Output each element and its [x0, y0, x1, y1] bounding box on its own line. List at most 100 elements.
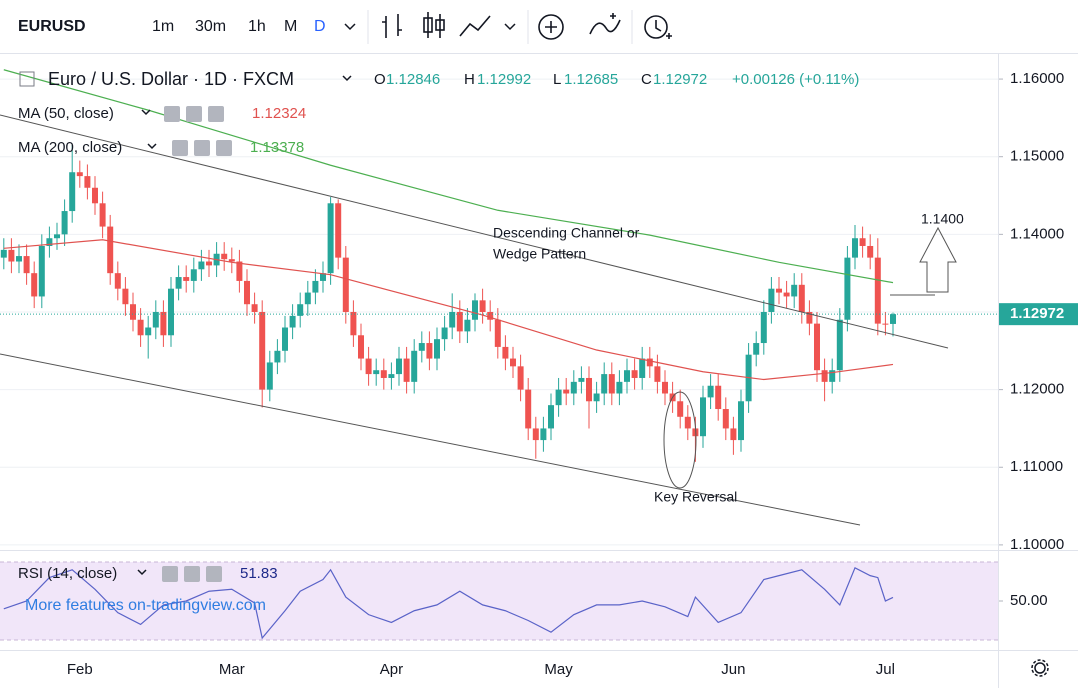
candle-body	[768, 288, 775, 312]
eye-button[interactable]	[164, 106, 180, 122]
candle-body	[601, 374, 608, 394]
remove-button[interactable]	[216, 140, 232, 156]
candle-body	[76, 172, 83, 177]
remove-button[interactable]	[208, 106, 224, 122]
candle-body	[380, 370, 387, 378]
candle-body	[859, 238, 866, 246]
dropdown-icon[interactable]	[342, 75, 352, 82]
interval[interactable]: 1m	[152, 18, 174, 35]
reversal-ellipse	[663, 391, 697, 489]
candle-body	[715, 385, 722, 410]
candle-body	[829, 370, 836, 382]
candle-body	[69, 172, 76, 212]
indicator-legend: MA (50, close)	[18, 105, 114, 122]
candle-body	[479, 300, 486, 312]
candle-body	[502, 346, 509, 359]
candle-body	[388, 374, 395, 378]
ohlc-label: H	[464, 71, 475, 88]
candle-body	[350, 311, 357, 336]
candle-body	[396, 358, 402, 375]
watermark[interactable]: More features on-tradingview.com	[25, 597, 266, 614]
drawings	[0, 114, 957, 526]
dropdown-icon[interactable]	[141, 109, 151, 116]
candle-body	[99, 203, 106, 227]
series-title: Euro / U.S. Dollar · 1D · FXCM	[48, 69, 294, 89]
symbol[interactable]: EURUSD	[18, 18, 86, 35]
candle-body	[342, 257, 349, 312]
legend-buttons	[137, 106, 232, 582]
candle-body	[8, 249, 15, 262]
dropdown-icon[interactable]	[147, 143, 157, 150]
indicator-legend: MA (200, close)	[18, 139, 122, 156]
rsi-line	[3, 566, 894, 640]
interval[interactable]: M	[284, 18, 297, 35]
channel-lower-line	[0, 353, 861, 526]
candle-body	[639, 358, 646, 378]
candle-body	[160, 311, 167, 336]
y-tick-label: 1.15000	[1010, 148, 1064, 165]
x-tick-label: Mar	[219, 661, 245, 678]
candle-style-icon[interactable]	[423, 12, 445, 38]
candle-body	[244, 280, 250, 305]
annotation: Descending Channel or	[493, 225, 640, 241]
candle-body	[852, 238, 858, 258]
candle-body	[145, 327, 152, 336]
candle-body	[890, 314, 896, 324]
candle-body	[836, 319, 843, 371]
settings-icon[interactable]	[1031, 659, 1049, 677]
candles	[0, 145, 896, 462]
candle-body	[517, 366, 524, 390]
indicators-icon[interactable]	[538, 14, 564, 40]
ohlc-label: C	[641, 71, 652, 88]
indicator-legend: RSI (14, close)	[18, 565, 117, 582]
candle-body	[631, 370, 638, 378]
candle-body	[593, 393, 600, 402]
candle-body	[646, 358, 653, 367]
candle-body	[61, 211, 68, 235]
alert-icon[interactable]	[644, 15, 672, 39]
last-price-box	[999, 303, 1078, 326]
annotation: Wedge Pattern	[493, 246, 586, 262]
interval[interactable]: 30m	[195, 18, 226, 35]
candle-body	[791, 284, 798, 297]
candle-body	[532, 428, 539, 441]
eye-button[interactable]	[162, 566, 178, 582]
candle-body	[441, 327, 448, 340]
candle-body	[776, 288, 782, 293]
candle-body	[662, 381, 668, 394]
settings-button[interactable]	[194, 140, 210, 156]
candle-body	[608, 374, 615, 394]
candle-body	[487, 311, 494, 320]
target-arrow	[919, 226, 957, 293]
y-tick-label: 50.00	[1010, 592, 1048, 609]
bar-style-icon[interactable]	[382, 14, 402, 38]
dropdown-icon[interactable]	[137, 569, 147, 576]
candle-body	[844, 257, 851, 320]
eye-button[interactable]	[172, 140, 188, 156]
collapse-icon[interactable]	[19, 71, 35, 87]
candle-body	[624, 370, 630, 382]
candle-body	[874, 257, 881, 324]
interval-active[interactable]: D	[314, 18, 326, 35]
interval[interactable]: 1h	[248, 18, 266, 35]
area-style-icon[interactable]	[459, 15, 491, 37]
candle-body	[46, 238, 53, 246]
candle-body	[525, 389, 532, 429]
candle-body	[122, 288, 129, 305]
candle-body	[654, 366, 661, 382]
candle-body	[456, 311, 463, 332]
change: +0.00126 (+0.11%)	[732, 71, 859, 88]
settings-button[interactable]	[184, 566, 200, 582]
candle-body	[548, 405, 554, 429]
compare-icon[interactable]	[589, 13, 621, 35]
ohlc-value: 1.12992	[477, 71, 531, 88]
settings-button[interactable]	[186, 106, 202, 122]
ohlc-value: 1.12972	[653, 71, 707, 88]
candle-body	[327, 203, 334, 274]
candle-body	[738, 401, 744, 441]
dropdown-icon[interactable]	[344, 23, 356, 31]
candle-body	[289, 315, 296, 328]
annotation: 1.1400	[921, 211, 964, 227]
dropdown-icon[interactable]	[504, 23, 516, 31]
remove-button[interactable]	[206, 566, 222, 582]
